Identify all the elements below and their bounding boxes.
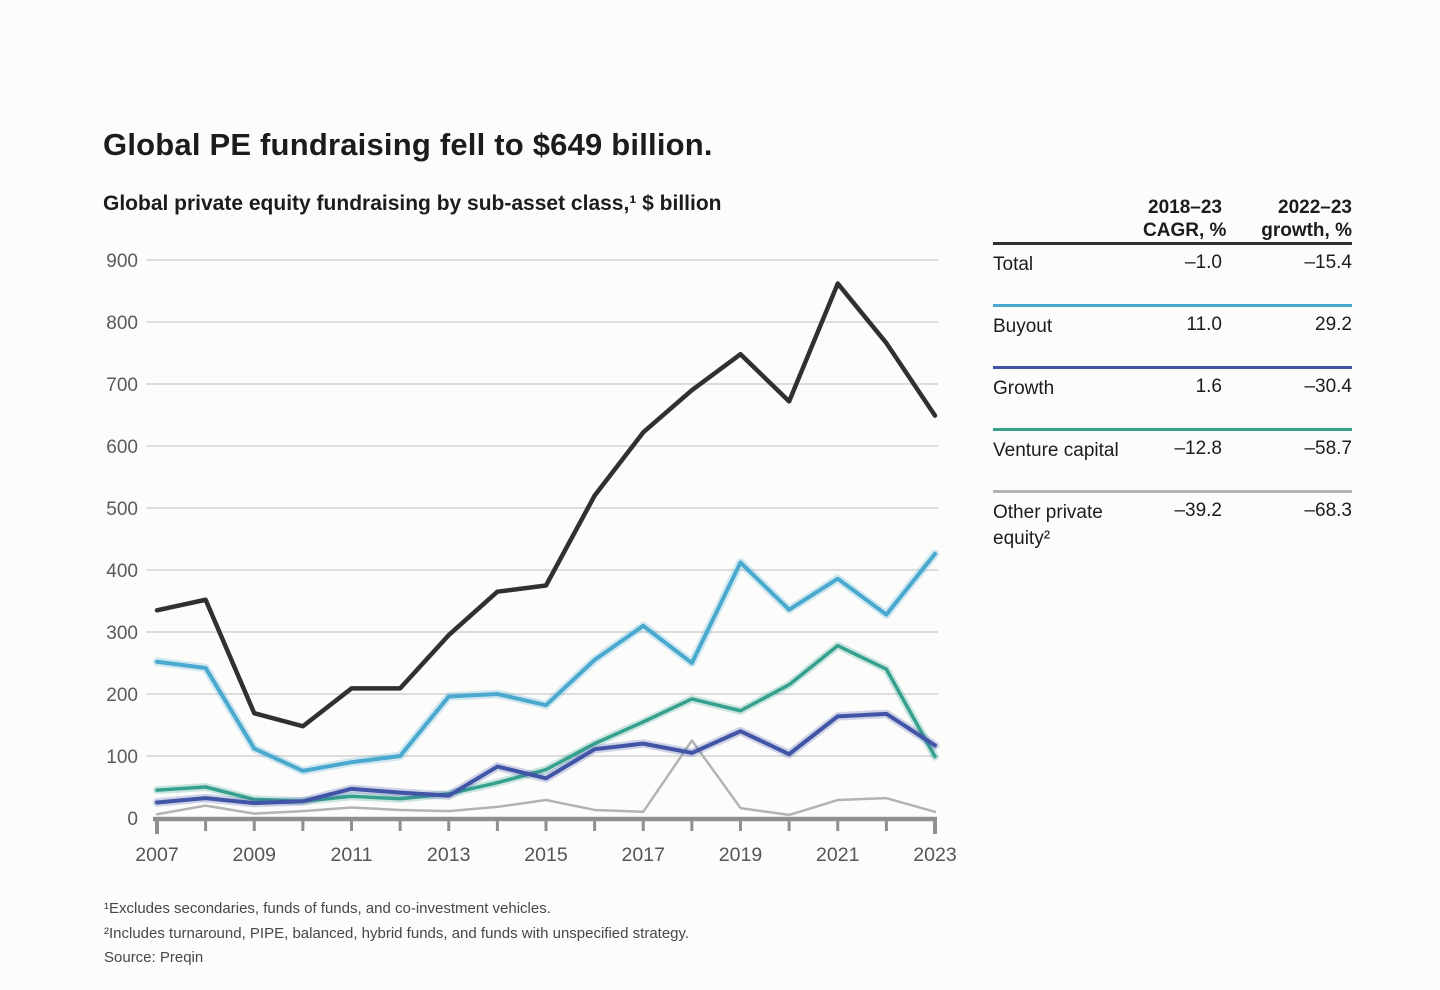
y-tick-label: 200 xyxy=(106,685,138,706)
footnotes: ¹Excludes secondaries, funds of funds, a… xyxy=(104,897,689,971)
row-growth-value: –30.4 xyxy=(1304,376,1352,397)
page-title: Global PE fundraising fell to $649 billi… xyxy=(103,126,713,162)
y-tick-label: 400 xyxy=(106,561,138,582)
x-tick-label: 2013 xyxy=(427,844,470,866)
row-cagr-value: 1.6 xyxy=(1195,376,1222,397)
row-label: Buyout xyxy=(993,316,1053,337)
footnote-2: ²Includes turnaround, PIPE, balanced, hy… xyxy=(104,924,690,942)
row-cagr-value: –12.8 xyxy=(1174,438,1222,459)
y-tick-label: 800 xyxy=(106,313,138,334)
x-tick-label: 2021 xyxy=(816,844,859,866)
chart-subtitle: Global private equity fundraising by sub… xyxy=(103,192,722,215)
row-cagr-value: –39.2 xyxy=(1174,500,1222,521)
y-tick-label: 600 xyxy=(106,437,138,458)
stats-table-header: 2018–23 CAGR, % 2022–23 growth, % xyxy=(993,196,1352,242)
y-tick-label: 300 xyxy=(106,623,138,644)
row-label: Other private equity² xyxy=(993,502,1103,549)
x-tick-label: 2007 xyxy=(135,844,178,866)
table-row-growth: Growth 1.6 –30.4 xyxy=(993,366,1352,428)
row-growth-value: 29.2 xyxy=(1315,314,1352,335)
row-cagr-value: –1.0 xyxy=(1185,252,1222,273)
row-growth-value: –68.3 xyxy=(1304,500,1352,521)
stats-table: 2018–23 CAGR, % 2022–23 growth, % Total … xyxy=(993,196,1352,552)
row-growth-value: –15.4 xyxy=(1304,252,1352,273)
header-spacer xyxy=(993,196,1143,242)
line-growth xyxy=(155,711,937,806)
x-tick-label: 2015 xyxy=(524,844,568,866)
x-tick-label: 2011 xyxy=(331,844,373,866)
table-row-buyout: Buyout 11.0 29.2 xyxy=(993,304,1352,366)
x-tick-label: 2017 xyxy=(622,844,665,866)
row-label: Growth xyxy=(993,378,1055,399)
column-header-growth: 2022–23 growth, % xyxy=(1261,197,1352,241)
table-row-other-private-equity: Other private equity² –39.2 –68.3 xyxy=(993,490,1352,552)
x-tick-label: 2019 xyxy=(719,844,762,866)
footnote-1: ¹Excludes secondaries, funds of funds, a… xyxy=(104,900,551,917)
column-header-cagr: 2018–23 CAGR, % xyxy=(1143,197,1227,241)
y-tick-label: 100 xyxy=(106,747,138,768)
y-tick-label: 700 xyxy=(106,375,138,396)
table-row-total: Total –1.0 –15.4 xyxy=(993,242,1352,304)
y-tick-label: 0 xyxy=(127,809,138,830)
source-line: Source: Preqin xyxy=(104,949,204,966)
table-row-venture-capital: Venture capital –12.8 –58.7 xyxy=(993,428,1352,490)
x-tick-label: 2023 xyxy=(913,844,956,866)
row-label: Venture capital xyxy=(993,440,1119,461)
y-tick-label: 500 xyxy=(106,499,138,520)
line-other-private-equity xyxy=(155,739,937,817)
row-label: Total xyxy=(993,254,1034,275)
line-total xyxy=(154,281,938,729)
x-tick-label: 2009 xyxy=(233,844,276,866)
row-cagr-value: 11.0 xyxy=(1186,314,1222,335)
line-buyout xyxy=(155,551,937,773)
y-tick-label: 900 xyxy=(106,251,138,272)
row-growth-value: –58.7 xyxy=(1304,438,1352,459)
